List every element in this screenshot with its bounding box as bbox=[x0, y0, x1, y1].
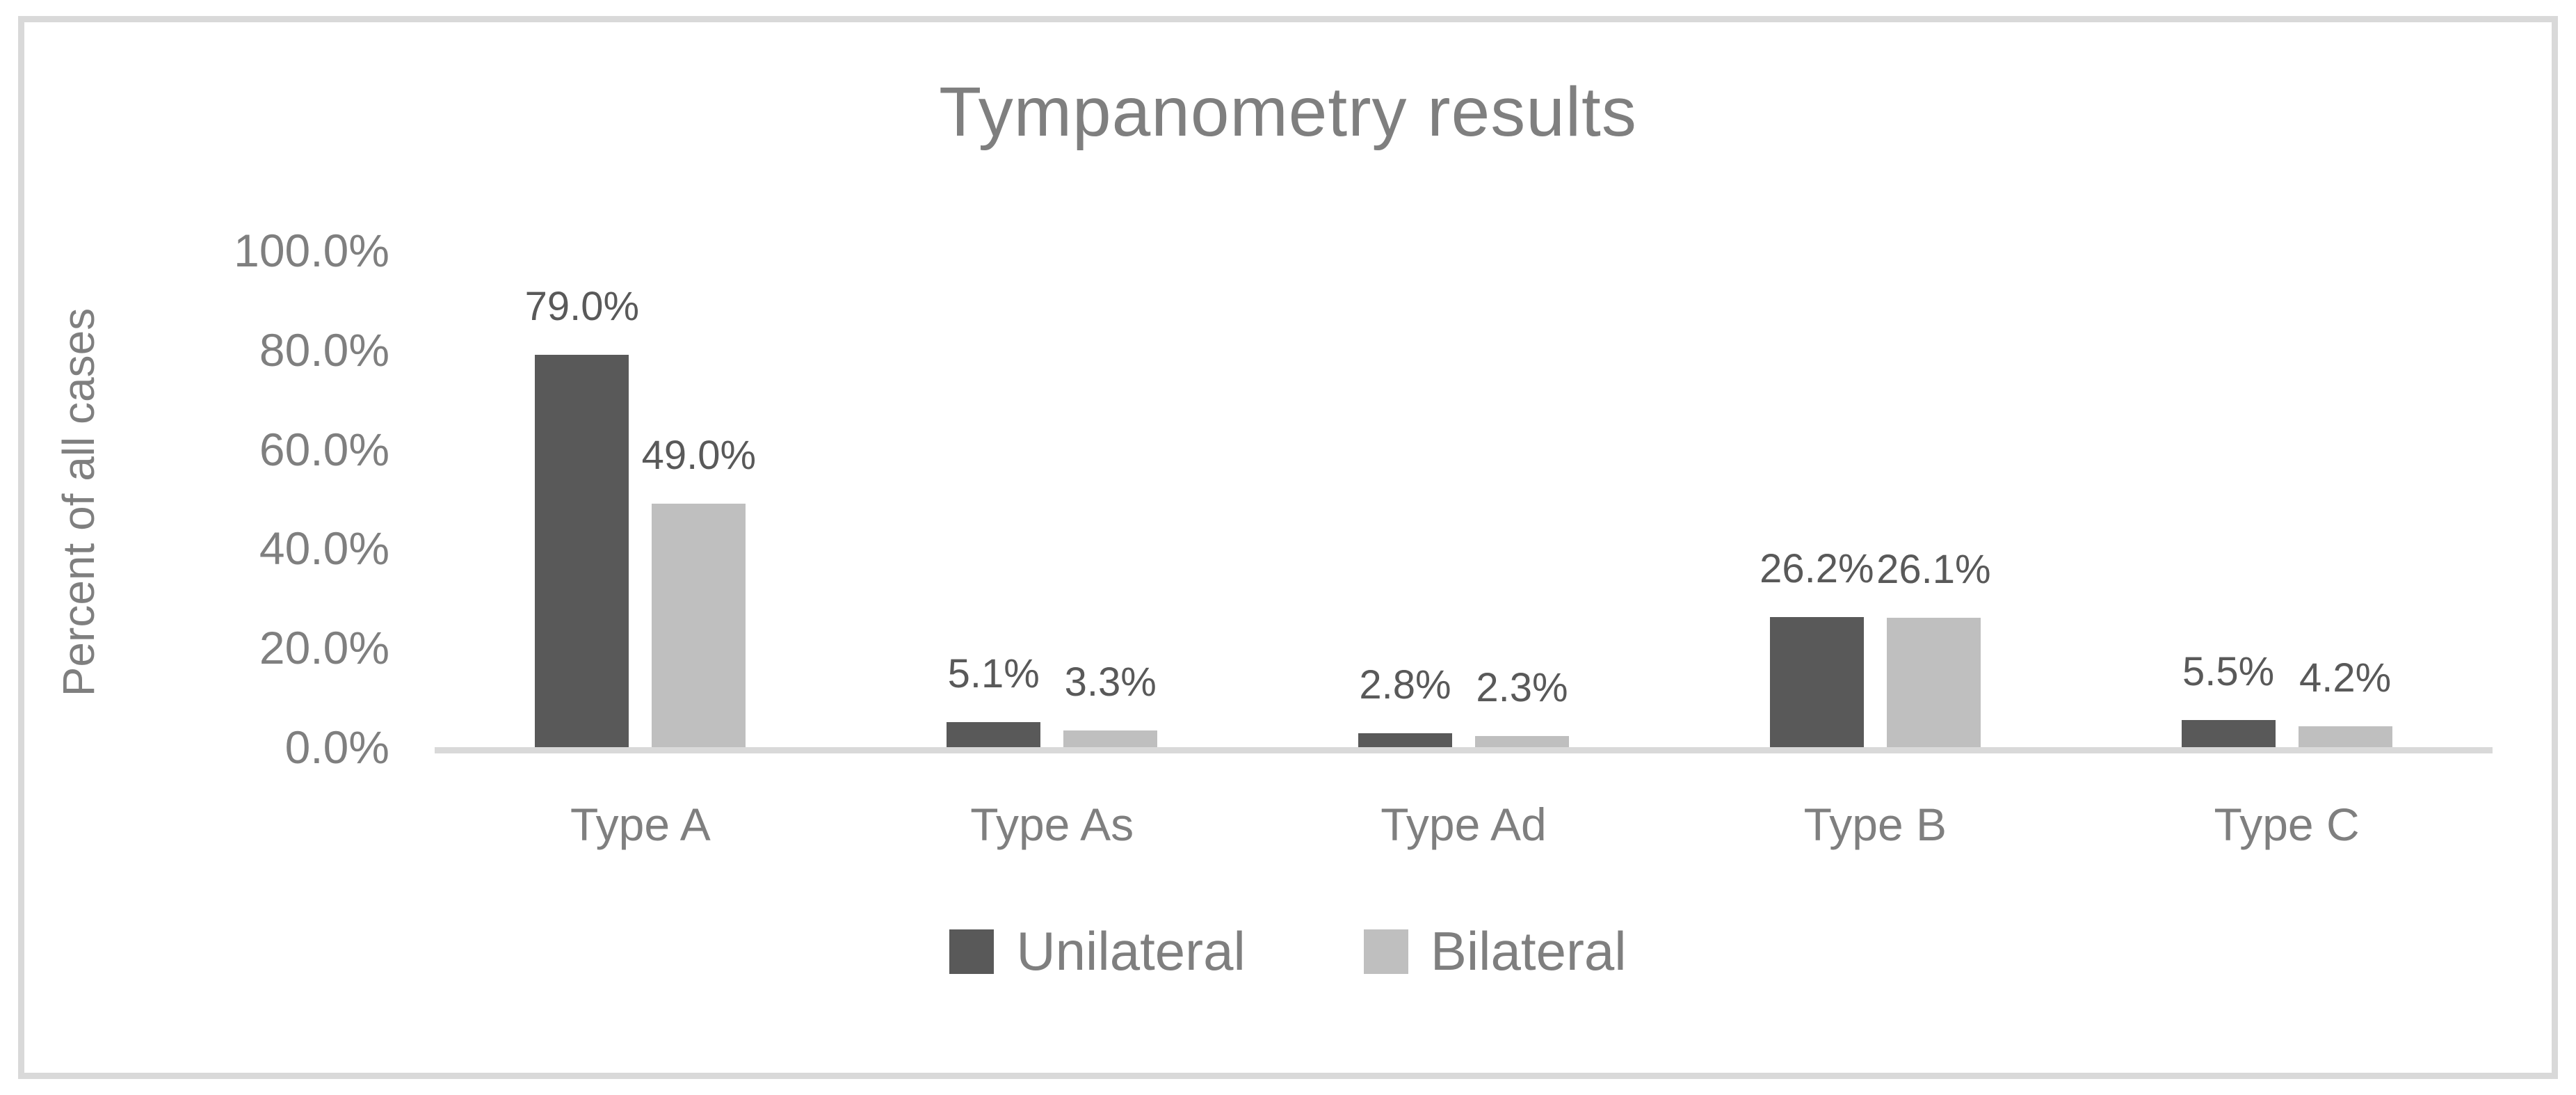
legend-marker-bilateral-icon bbox=[1363, 929, 1408, 974]
legend-label-bilateral: Bilateral bbox=[1430, 920, 1627, 982]
y-axis-title: Percent of all cases bbox=[54, 307, 104, 697]
y-tick-label: 80.0% bbox=[259, 323, 389, 376]
data-label-bilateral-type-b: 26.1% bbox=[1876, 547, 1991, 592]
data-label-bilateral-type-as: 3.3% bbox=[1064, 660, 1157, 705]
bar-bilateral-type-a bbox=[652, 504, 746, 747]
legend-entry-bilateral: Bilateral bbox=[1363, 920, 1627, 983]
legend: Unilateral Bilateral bbox=[0, 920, 2576, 983]
chart-title: Tympanometry results bbox=[939, 73, 1637, 151]
bar-unilateral-type-ad bbox=[1358, 733, 1452, 747]
y-tick-label: 100.0% bbox=[234, 225, 389, 276]
data-label-unilateral-type-ad: 2.8% bbox=[1359, 662, 1451, 708]
data-label-unilateral-type-as: 5.1% bbox=[947, 651, 1040, 696]
data-label-bilateral-type-c: 4.2% bbox=[2299, 655, 2392, 701]
data-label-unilateral-type-a: 79.0% bbox=[524, 284, 640, 329]
y-tick-label: 0.0% bbox=[284, 721, 389, 773]
y-tick-label: 40.0% bbox=[259, 522, 389, 575]
x-category-label-type-a: Type A bbox=[570, 799, 711, 850]
bar-unilateral-type-c bbox=[2181, 720, 2276, 747]
x-category-label-type-ad: Type Ad bbox=[1380, 799, 1547, 850]
legend-label-unilateral: Unilateral bbox=[1016, 920, 1246, 982]
bar-unilateral-type-as bbox=[947, 722, 1041, 747]
bar-unilateral-type-a bbox=[535, 355, 629, 747]
x-axis-line bbox=[435, 747, 2493, 753]
x-category-label-type-b: Type B bbox=[1803, 799, 1947, 850]
data-label-bilateral-type-a: 49.0% bbox=[641, 433, 757, 478]
legend-entry-unilateral: Unilateral bbox=[949, 920, 1246, 983]
x-category-label-type-as: Type As bbox=[970, 799, 1134, 850]
legend-marker-unilateral-icon bbox=[949, 929, 995, 974]
bar-bilateral-type-c bbox=[2298, 726, 2392, 747]
bar-bilateral-type-as bbox=[1063, 730, 1158, 747]
bar-bilateral-type-ad bbox=[1475, 736, 1569, 747]
data-label-unilateral-type-b: 26.2% bbox=[1760, 546, 1874, 591]
chart-border-frame bbox=[18, 16, 2558, 1079]
data-label-bilateral-type-ad: 2.3% bbox=[1476, 665, 1568, 710]
x-category-label-type-c: Type C bbox=[2214, 799, 2360, 850]
y-tick-label: 60.0% bbox=[259, 423, 389, 475]
y-tick-label: 20.0% bbox=[259, 622, 389, 674]
bar-unilateral-type-b bbox=[1769, 617, 1864, 747]
bar-bilateral-type-b bbox=[1886, 618, 1981, 747]
data-label-unilateral-type-c: 5.5% bbox=[2182, 649, 2275, 694]
